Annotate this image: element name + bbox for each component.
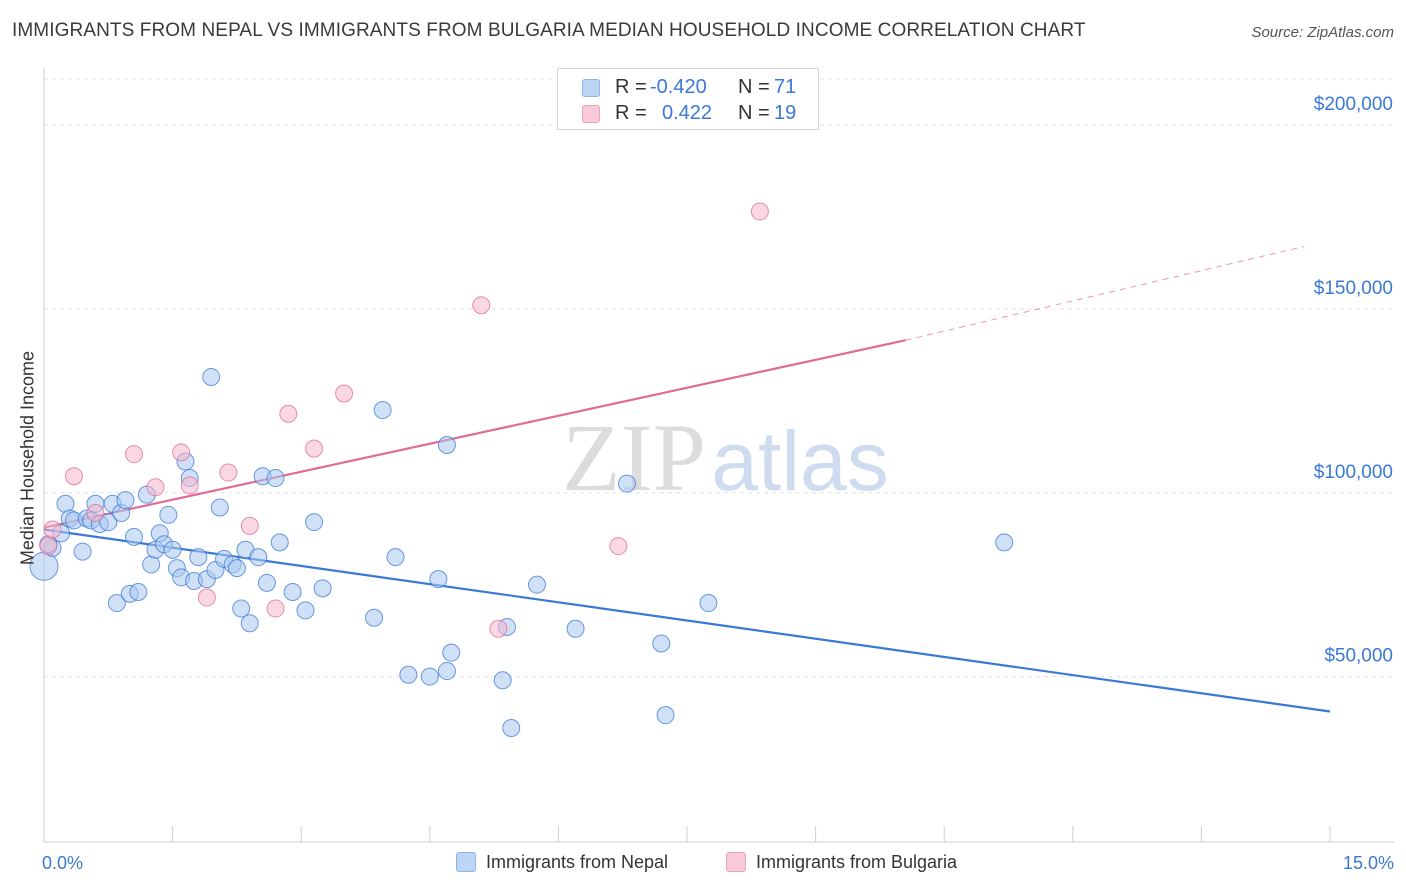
point-bulgaria bbox=[43, 520, 62, 539]
point-nepal bbox=[527, 575, 546, 594]
point-nepal bbox=[699, 594, 718, 613]
point-bulgaria bbox=[279, 404, 298, 423]
point-nepal bbox=[257, 573, 276, 592]
legend-r-value-nepal: -0.420 bbox=[650, 76, 707, 98]
data-points bbox=[29, 202, 1014, 738]
point-nepal bbox=[305, 513, 324, 532]
point-bulgaria bbox=[219, 463, 238, 482]
point-nepal bbox=[617, 474, 636, 493]
legend-swatch-bulgaria bbox=[582, 105, 600, 123]
point-nepal bbox=[266, 469, 285, 488]
legend-r-label: R = bbox=[615, 76, 647, 98]
y-axis-label: Median Household Income bbox=[17, 350, 38, 566]
point-nepal bbox=[159, 505, 178, 524]
chart-source: Source: ZipAtlas.com bbox=[1251, 24, 1394, 41]
bottom-legend-nepal: Immigrants from Nepal bbox=[456, 852, 668, 873]
point-nepal bbox=[202, 367, 221, 386]
point-nepal bbox=[116, 491, 135, 510]
point-bulgaria bbox=[125, 445, 144, 464]
y-tick-label: $200,000 bbox=[1314, 94, 1393, 115]
point-bulgaria bbox=[146, 478, 165, 497]
legend-n-value-nepal: 71 bbox=[774, 76, 797, 98]
point-nepal bbox=[420, 667, 439, 686]
axes bbox=[43, 68, 1394, 843]
x-tick-label-min: 0.0% bbox=[42, 853, 83, 873]
point-nepal bbox=[502, 719, 521, 738]
bottom-legend-swatch-nepal bbox=[456, 852, 476, 872]
point-bulgaria bbox=[240, 516, 259, 535]
y-tick-label: $150,000 bbox=[1314, 278, 1393, 299]
gridlines bbox=[44, 78, 1394, 678]
point-bulgaria bbox=[86, 503, 105, 522]
point-bulgaria bbox=[39, 537, 58, 556]
point-bulgaria bbox=[750, 202, 769, 221]
trendline-bulgaria-extension bbox=[905, 245, 1305, 341]
point-nepal bbox=[249, 548, 268, 567]
point-nepal bbox=[129, 583, 148, 602]
point-nepal bbox=[656, 706, 675, 725]
point-nepal bbox=[73, 542, 92, 561]
point-nepal bbox=[429, 570, 448, 589]
point-nepal bbox=[296, 601, 315, 620]
trendline-bulgaria bbox=[43, 339, 906, 529]
y-tick-labels: $50,000 $100,000 $150,000 $200,000 bbox=[1314, 94, 1393, 666]
point-nepal bbox=[189, 548, 208, 567]
point-nepal bbox=[399, 665, 418, 684]
point-nepal bbox=[270, 533, 289, 552]
legend-n-value-bulgaria: 19 bbox=[774, 102, 797, 124]
y-tick-label: $50,000 bbox=[1324, 646, 1393, 667]
point-nepal bbox=[493, 671, 512, 690]
point-nepal bbox=[210, 498, 229, 517]
y-tick-label: $100,000 bbox=[1314, 462, 1393, 483]
point-nepal bbox=[566, 619, 585, 638]
point-bulgaria bbox=[266, 599, 285, 618]
point-bulgaria bbox=[335, 384, 354, 403]
point-bulgaria bbox=[489, 619, 508, 638]
legend-swatch-nepal bbox=[582, 79, 600, 97]
point-nepal bbox=[283, 583, 302, 602]
point-nepal bbox=[652, 634, 671, 653]
point-nepal bbox=[995, 533, 1014, 552]
point-bulgaria bbox=[472, 296, 491, 315]
point-nepal bbox=[386, 548, 405, 567]
point-nepal bbox=[313, 579, 332, 598]
point-nepal bbox=[232, 599, 251, 618]
bottom-legend-bulgaria: Immigrants from Bulgaria bbox=[726, 852, 957, 873]
point-nepal bbox=[240, 614, 259, 633]
point-bulgaria bbox=[197, 588, 216, 607]
correlation-legend: R = -0.420 N = 71 R = 0.422 N = 19 bbox=[557, 68, 819, 130]
point-nepal bbox=[437, 435, 456, 454]
point-nepal bbox=[107, 594, 126, 613]
watermark-zip: ZIP bbox=[562, 404, 706, 511]
point-nepal bbox=[365, 608, 384, 627]
point-nepal bbox=[163, 540, 182, 559]
legend-r-label: R = bbox=[615, 102, 647, 124]
x-tick-label-max: 15.0% bbox=[1343, 853, 1394, 873]
point-nepal bbox=[437, 662, 456, 681]
legend-n-label: N = bbox=[738, 76, 770, 98]
point-nepal bbox=[442, 643, 461, 662]
point-bulgaria bbox=[609, 537, 628, 556]
legend-r-value-bulgaria: 0.422 bbox=[662, 102, 713, 124]
point-bulgaria bbox=[172, 443, 191, 462]
point-nepal bbox=[227, 559, 246, 578]
point-bulgaria bbox=[180, 476, 199, 495]
chart-title: IMMIGRANTS FROM NEPAL VS IMMIGRANTS FROM… bbox=[12, 20, 1086, 41]
bottom-legend-swatch-bulgaria bbox=[726, 852, 746, 872]
bottom-legend-label-bulgaria: Immigrants from Bulgaria bbox=[756, 852, 958, 872]
bottom-legend-label-nepal: Immigrants from Nepal bbox=[486, 852, 669, 872]
point-nepal bbox=[373, 401, 392, 420]
point-nepal bbox=[99, 513, 118, 532]
watermark: ZIP atlas bbox=[562, 404, 889, 511]
point-bulgaria bbox=[305, 439, 324, 458]
legend-n-label: N = bbox=[738, 102, 770, 124]
point-nepal bbox=[125, 527, 144, 546]
watermark-atlas: atlas bbox=[711, 414, 888, 508]
point-bulgaria bbox=[65, 467, 84, 486]
